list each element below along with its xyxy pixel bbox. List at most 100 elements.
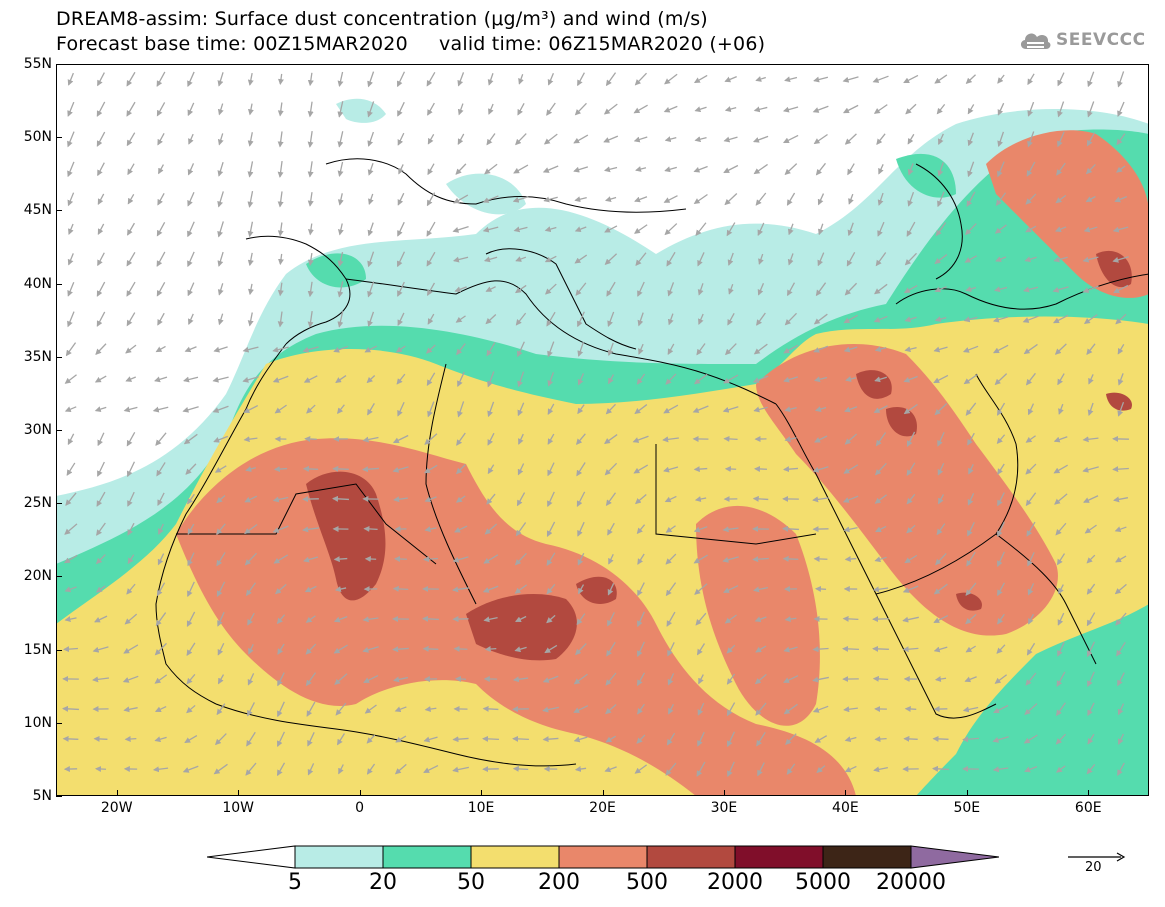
wind-arrow — [933, 646, 948, 653]
wind-arrow — [725, 343, 737, 356]
wind-arrow — [724, 193, 738, 206]
wind-arrow — [423, 556, 439, 563]
wind-arrow — [486, 133, 496, 146]
wind-arrow — [156, 222, 166, 237]
wind-arrow — [1114, 583, 1127, 595]
wind-arrow — [126, 101, 136, 117]
wind-arrow — [723, 435, 738, 442]
wind-arrow — [127, 222, 135, 236]
wind-arrow — [937, 494, 945, 505]
wind-arrow — [455, 163, 467, 175]
wind-arrow — [904, 554, 918, 564]
wind-arrow — [94, 406, 107, 413]
wind-arrow — [64, 374, 77, 384]
wind-arrow — [874, 462, 887, 476]
wind-arrow — [517, 341, 525, 358]
wind-arrow — [1084, 524, 1097, 534]
wind-arrow — [513, 164, 529, 174]
wind-arrow — [157, 193, 165, 206]
wind-arrow — [1086, 763, 1096, 775]
wind-arrow — [936, 523, 946, 536]
wind-arrow — [395, 345, 406, 353]
wind-arrow — [546, 552, 556, 567]
latitude-tick — [56, 210, 62, 212]
wind-arrow — [187, 581, 195, 598]
wind-arrow — [1117, 101, 1125, 117]
wind-arrow — [1116, 133, 1126, 146]
wind-arrow — [666, 732, 676, 746]
wind-arrow — [873, 104, 888, 114]
latitude-label: 5N — [32, 788, 52, 804]
wind-arrow — [842, 76, 859, 83]
wind-arrow — [187, 251, 195, 268]
wind-arrow — [814, 435, 828, 443]
wind-arrow — [875, 432, 887, 447]
wind-arrow — [94, 375, 107, 383]
wind-arrow — [274, 404, 287, 414]
latitude-label: 25N — [23, 495, 52, 512]
wind-arrow — [667, 673, 675, 686]
wind-arrow — [486, 493, 496, 505]
wind-arrow — [423, 736, 438, 743]
wind-arrow — [512, 196, 529, 203]
wind-arrow — [1087, 733, 1095, 745]
wind-arrow — [337, 252, 344, 267]
wind-arrow — [187, 552, 195, 567]
wind-arrow — [307, 72, 314, 87]
wind-arrow — [1087, 101, 1095, 118]
wind-arrow — [126, 71, 136, 87]
wind-arrow — [934, 254, 948, 265]
wind-arrow — [63, 554, 78, 564]
wind-arrow — [483, 256, 498, 263]
wind-arrow — [397, 402, 405, 417]
wind-arrow — [904, 346, 917, 353]
wind-arrow — [576, 613, 586, 626]
longitude-tick — [238, 790, 240, 796]
wind-arrow — [484, 523, 498, 535]
wind-arrow — [695, 222, 707, 237]
wind-arrow — [753, 586, 769, 593]
wind-arrow — [454, 525, 468, 533]
wind-arrow — [1027, 552, 1035, 567]
wind-arrow — [305, 643, 317, 655]
wind-arrow — [966, 551, 976, 567]
wind-arrow — [337, 131, 344, 148]
wind-arrow — [333, 616, 348, 623]
colorbar-level-label: 200 — [538, 870, 580, 895]
wind-arrow — [663, 105, 678, 113]
wind-arrow — [1026, 521, 1036, 537]
wind-arrow — [696, 343, 706, 356]
wind-arrow — [97, 223, 105, 235]
wind-arrow — [722, 556, 739, 563]
wind-arrow — [485, 314, 497, 325]
coastlines-and-borders — [155, 158, 1149, 767]
wind-arrow — [392, 646, 409, 653]
wind-arrow — [1086, 583, 1096, 595]
wind-arrow — [186, 611, 196, 627]
wind-arrow — [665, 373, 677, 385]
wind-arrow — [1082, 466, 1099, 473]
wind-arrow — [515, 256, 527, 262]
wind-arrow — [156, 251, 166, 267]
wind-arrow — [873, 766, 888, 773]
latitude-tick — [56, 64, 62, 65]
wind-arrow — [67, 72, 74, 86]
wind-arrow — [1116, 641, 1126, 657]
wind-arrow — [933, 374, 949, 384]
wind-arrow — [187, 163, 195, 176]
wind-arrow — [604, 225, 618, 233]
wind-arrow — [392, 585, 409, 592]
wind-arrow — [338, 764, 344, 775]
wind-arrow — [187, 282, 195, 297]
wind-arrow — [997, 131, 1005, 148]
wind-arrow — [813, 345, 829, 353]
wind-arrow — [1087, 402, 1094, 416]
wind-arrow — [67, 311, 75, 328]
wind-arrow — [935, 553, 947, 566]
wind-arrow — [574, 196, 587, 203]
wind-arrow — [576, 491, 586, 508]
wind-arrow — [337, 404, 345, 415]
wind-arrow — [62, 705, 79, 712]
wind-arrow — [1057, 373, 1065, 386]
wind-arrow — [755, 76, 766, 82]
